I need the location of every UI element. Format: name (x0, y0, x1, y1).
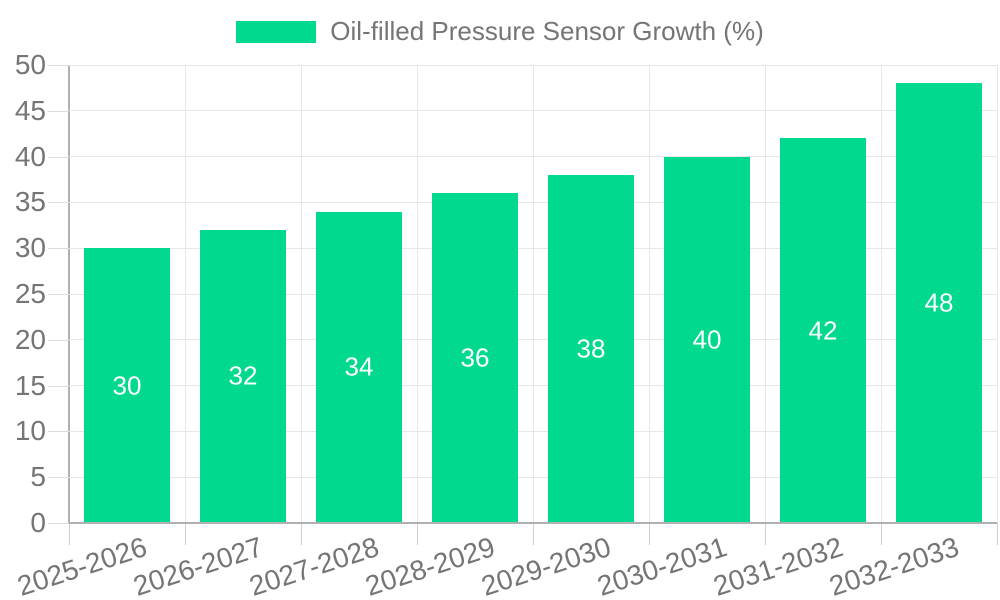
bar-value-label: 36 (460, 342, 490, 373)
y-axis-tick (48, 248, 69, 250)
gridline-vertical (996, 65, 998, 523)
x-axis-baseline (69, 522, 997, 524)
y-axis-label: 50 (14, 49, 46, 80)
y-axis-label: 40 (14, 140, 46, 172)
y-axis-label: 25 (14, 278, 46, 309)
gridline-vertical (416, 65, 418, 523)
y-axis-label: 0 (30, 507, 46, 538)
bar-value-label: 40 (692, 324, 722, 355)
y-axis-label: 35 (14, 186, 46, 218)
x-axis-label: 2028-2029 (361, 531, 499, 600)
y-axis-label: 30 (14, 232, 46, 264)
bar[interactable]: 38 (548, 174, 634, 523)
y-axis-label: 10 (14, 415, 46, 447)
bar[interactable]: 34 (316, 211, 402, 523)
x-axis-tick (997, 523, 998, 545)
y-axis-tick (48, 385, 69, 387)
y-axis-tick (48, 110, 69, 112)
y-axis-tick (48, 294, 69, 295)
y-axis-tick (48, 477, 69, 479)
x-axis-tick (881, 523, 882, 545)
y-axis-tick (48, 65, 69, 66)
bar[interactable]: 48 (896, 83, 982, 523)
plot-area: 30 32 34 36 38 40 42 48 (68, 64, 998, 524)
gridline-vertical (764, 65, 766, 523)
x-axis-tick (765, 523, 766, 545)
legend-label: Oil-filled Pressure Sensor Growth (%) (330, 16, 764, 46)
bar-value-label: 30 (112, 370, 142, 401)
legend[interactable]: Oil-filled Pressure Sensor Growth (%) (0, 16, 1000, 47)
bar[interactable]: 40 (664, 156, 750, 523)
bar-value-label: 34 (344, 351, 374, 382)
bar-value-label: 48 (924, 287, 954, 318)
bar-value-label: 42 (808, 315, 838, 346)
x-axis-label: 2031-2032 (709, 531, 847, 600)
legend-swatch (236, 20, 317, 43)
y-axis-tick (48, 202, 69, 204)
bar-value-label: 32 (228, 360, 258, 391)
bar[interactable]: 30 (84, 248, 170, 523)
x-axis-tick (301, 523, 302, 545)
x-axis-label: 2030-2031 (593, 531, 731, 600)
x-axis-tick (533, 523, 534, 545)
y-axis-label: 15 (14, 369, 46, 401)
x-axis-tick (649, 523, 650, 545)
gridline-vertical (300, 65, 302, 523)
x-axis-label: 2032-2033 (825, 531, 963, 600)
bar[interactable]: 42 (780, 138, 866, 523)
gridline-vertical (648, 65, 650, 523)
y-axis-tick (48, 156, 69, 158)
gridline-vertical (184, 65, 186, 523)
bar[interactable]: 32 (200, 229, 286, 523)
gridline-vertical (532, 65, 534, 523)
x-axis-label: 2029-2030 (477, 531, 615, 600)
y-axis-tick (48, 431, 69, 433)
x-axis-tick (185, 523, 186, 545)
y-axis-label: 5 (30, 461, 46, 493)
x-axis-tick (417, 523, 418, 545)
bar[interactable]: 36 (432, 193, 518, 523)
y-axis-label: 20 (14, 323, 46, 355)
y-axis-tick (48, 339, 69, 341)
y-axis-tick (48, 523, 69, 524)
x-axis-label: 2026-2027 (129, 531, 267, 600)
bar-value-label: 38 (576, 333, 606, 364)
x-axis-label: 2027-2028 (245, 531, 383, 600)
gridline-vertical (880, 65, 882, 523)
x-axis-label: 2025-2026 (13, 531, 151, 600)
x-axis-tick (69, 523, 70, 545)
y-axis-label: 45 (14, 94, 46, 126)
